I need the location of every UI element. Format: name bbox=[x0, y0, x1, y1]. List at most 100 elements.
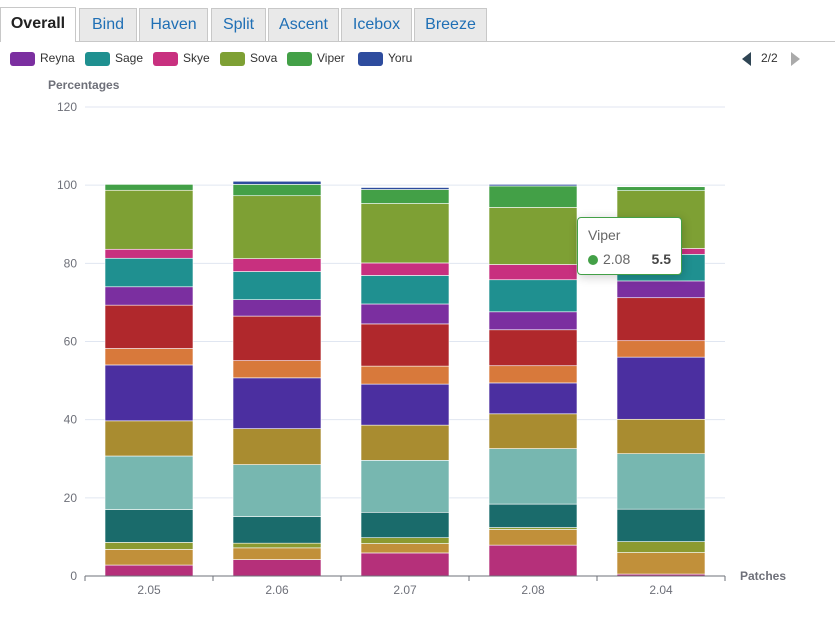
bar-segment-reyna[interactable] bbox=[488, 311, 578, 331]
legend-pager: 2/2 bbox=[742, 50, 802, 68]
legend-swatch bbox=[287, 52, 312, 66]
bar-segment-sova[interactable] bbox=[360, 203, 450, 264]
bar-segment-skye[interactable] bbox=[232, 258, 322, 272]
bar-segment[interactable] bbox=[488, 413, 578, 449]
bar-segment[interactable] bbox=[360, 460, 450, 513]
bar-segment[interactable] bbox=[360, 323, 450, 367]
bar-segment[interactable] bbox=[488, 544, 578, 577]
bar-segment[interactable] bbox=[232, 315, 322, 361]
bar-segment[interactable] bbox=[232, 542, 322, 549]
bar-segment-skye[interactable] bbox=[104, 248, 194, 259]
tooltip-series-dot bbox=[588, 255, 598, 265]
bar-segment-skye[interactable] bbox=[360, 262, 450, 276]
bar-segment[interactable] bbox=[616, 508, 706, 542]
bar-segment[interactable] bbox=[104, 364, 194, 422]
tab-breeze[interactable]: Breeze bbox=[414, 8, 487, 41]
bar-segment[interactable] bbox=[104, 509, 194, 543]
tab-haven[interactable]: Haven bbox=[139, 8, 208, 41]
bar-segment-sage[interactable] bbox=[104, 257, 194, 288]
bar-segment[interactable] bbox=[488, 529, 578, 546]
bar-segment[interactable] bbox=[232, 377, 322, 429]
bar-segment-skye[interactable] bbox=[488, 264, 578, 281]
bar-segment[interactable] bbox=[360, 511, 450, 538]
bar-segment[interactable] bbox=[104, 564, 194, 577]
tooltip-title: Viper bbox=[588, 227, 621, 243]
bar-segment-yoru[interactable] bbox=[488, 184, 578, 187]
x-tick-label: 2.08 bbox=[521, 583, 545, 597]
bar-segment[interactable] bbox=[360, 543, 450, 554]
legend-label: Viper bbox=[317, 51, 345, 65]
bar-segment[interactable] bbox=[616, 541, 706, 553]
chart-tooltip: Viper 2.08 5.5 bbox=[577, 217, 682, 275]
y-tick-label: 100 bbox=[57, 178, 77, 192]
legend-label: Sova bbox=[250, 51, 278, 65]
bar-segment[interactable] bbox=[488, 503, 578, 528]
bar-segment-viper[interactable] bbox=[360, 189, 450, 204]
bar-segment[interactable] bbox=[488, 329, 578, 367]
tab-ascent[interactable]: Ascent bbox=[268, 8, 339, 41]
bar-segment[interactable] bbox=[488, 365, 578, 384]
bar-segment-reyna[interactable] bbox=[616, 280, 706, 299]
tab-split[interactable]: Split bbox=[211, 8, 266, 41]
bar-segment[interactable] bbox=[232, 428, 322, 465]
bar-segment[interactable] bbox=[232, 360, 322, 379]
y-tick-label: 20 bbox=[64, 491, 78, 505]
legend-label: Skye bbox=[183, 51, 210, 65]
bar-segment[interactable] bbox=[104, 304, 194, 349]
bar-segment[interactable] bbox=[232, 559, 322, 577]
tab-bar: Overall Bind Haven Split Ascent Icebox B… bbox=[0, 0, 835, 42]
bar-segment-sova[interactable] bbox=[104, 189, 194, 250]
chevron-right-icon[interactable] bbox=[791, 52, 800, 66]
bar-segment[interactable] bbox=[616, 552, 706, 575]
chevron-left-icon[interactable] bbox=[742, 52, 751, 66]
bar-segment[interactable] bbox=[360, 552, 450, 577]
bar-segment-sova[interactable] bbox=[488, 207, 578, 265]
bar-segment[interactable] bbox=[488, 448, 578, 505]
bar-segment[interactable] bbox=[616, 356, 706, 420]
bar-segment-reyna[interactable] bbox=[232, 299, 322, 317]
tab-bind[interactable]: Bind bbox=[79, 8, 137, 41]
bar-segment-viper[interactable] bbox=[488, 185, 578, 208]
bar-segment[interactable] bbox=[104, 455, 194, 510]
bar-segment[interactable] bbox=[232, 464, 322, 517]
x-axis-title: Patches bbox=[740, 569, 786, 583]
y-tick-label: 0 bbox=[70, 569, 77, 583]
bar-segment[interactable] bbox=[360, 537, 450, 544]
bar-segment-reyna[interactable] bbox=[360, 303, 450, 325]
bar-segment-sage[interactable] bbox=[232, 271, 322, 300]
legend-swatch bbox=[85, 52, 110, 66]
bar-segment[interactable] bbox=[616, 453, 706, 510]
bar-segment-viper[interactable] bbox=[232, 184, 322, 197]
y-axis-title: Percentages bbox=[48, 78, 120, 92]
bar-segment[interactable] bbox=[360, 383, 450, 426]
bar-segment-viper[interactable] bbox=[104, 184, 194, 191]
y-tick-label: 40 bbox=[64, 413, 78, 427]
bar-segment[interactable] bbox=[360, 365, 450, 385]
bar-segment-yoru[interactable] bbox=[232, 180, 322, 185]
bar-segment-sage[interactable] bbox=[488, 279, 578, 313]
bar-segment-reyna[interactable] bbox=[104, 286, 194, 306]
bar-segment[interactable] bbox=[104, 549, 194, 566]
y-tick-label: 120 bbox=[57, 100, 77, 114]
x-tick-label: 2.04 bbox=[649, 583, 673, 597]
bar-segment[interactable] bbox=[360, 424, 450, 461]
tab-icebox[interactable]: Icebox bbox=[341, 8, 412, 41]
bar-segment[interactable] bbox=[104, 420, 194, 457]
bar-segment-sage[interactable] bbox=[360, 275, 450, 305]
bar-segment[interactable] bbox=[104, 348, 194, 366]
bar-segment[interactable] bbox=[616, 418, 706, 454]
tab-overall[interactable]: Overall bbox=[0, 7, 76, 42]
tooltip-category: 2.08 bbox=[603, 251, 631, 267]
bar-segment[interactable] bbox=[488, 382, 578, 415]
bar-segment-yoru[interactable] bbox=[360, 187, 450, 190]
legend-swatch bbox=[153, 52, 178, 66]
bar-segment-viper[interactable] bbox=[616, 186, 706, 191]
bar-segment[interactable] bbox=[616, 297, 706, 342]
legend-label: Yoru bbox=[388, 51, 413, 65]
bar-segment-sova[interactable] bbox=[232, 195, 322, 259]
bar-segment[interactable] bbox=[616, 340, 706, 358]
bar-segment[interactable] bbox=[232, 547, 322, 560]
bar-segment[interactable] bbox=[232, 516, 322, 544]
legend-swatch bbox=[10, 52, 35, 66]
bar-segment[interactable] bbox=[104, 542, 194, 550]
